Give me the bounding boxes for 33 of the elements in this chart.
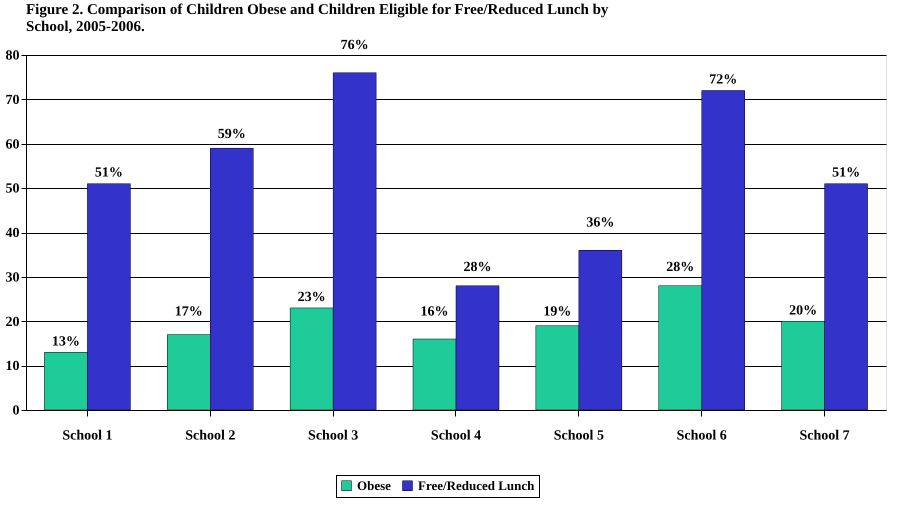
y-tick-label: 40	[6, 226, 20, 241]
legend-label: Obese	[357, 478, 392, 493]
x-tick-label: School 1	[62, 428, 113, 444]
data-label: 28%	[464, 260, 492, 275]
x-tick-label: School 2	[185, 428, 236, 444]
data-label: 59%	[218, 126, 246, 142]
x-tick-label: School 7	[799, 428, 850, 444]
y-tick-label: 70	[6, 92, 20, 108]
data-label: 51%	[94, 166, 123, 181]
y-tick-label: 0	[12, 404, 20, 418]
data-label: 23%	[298, 290, 326, 305]
data-label: 13%	[52, 334, 80, 350]
data-label: 28%	[666, 260, 694, 275]
y-tick-label: 30	[6, 270, 20, 286]
y-tick-label: 80	[6, 48, 20, 64]
x-tick-label: School 6	[676, 428, 727, 444]
data-label: 17%	[174, 304, 203, 320]
y-tick-label: 50	[6, 182, 20, 197]
y-tick-label: 10	[6, 359, 20, 374]
data-label: 20%	[789, 303, 818, 318]
data-label: 72%	[709, 72, 738, 88]
data-label: 51%	[832, 166, 860, 181]
y-tick-label: 60	[6, 137, 20, 152]
chart-title: Figure 2. Comparison of Children Obese and Children Eligible for Free/Reduced Lunch by School, 2005-2006.	[26, 2, 609, 35]
x-tick-label: School 3	[308, 428, 358, 444]
x-tick-label: School 4	[430, 428, 482, 444]
x-tick-label: School 5	[554, 428, 604, 444]
legend-label: Free/Reduced Lunch	[418, 478, 536, 493]
data-label: 76%	[340, 38, 369, 53]
data-label: 36%	[586, 216, 614, 230]
data-label: 19%	[543, 304, 572, 320]
data-label: 16%	[420, 304, 448, 320]
y-tick-label: 20	[6, 314, 20, 330]
